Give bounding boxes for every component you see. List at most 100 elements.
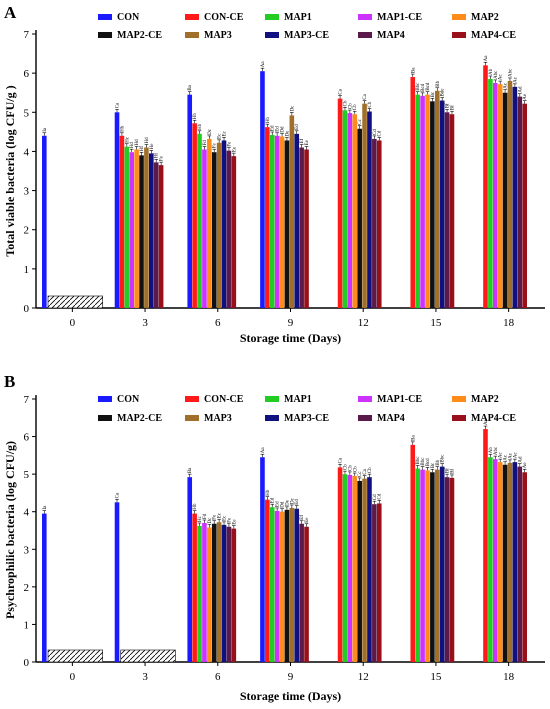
significance-letter: Hb (120, 125, 125, 132)
significance-letter: Dc (290, 105, 295, 112)
significance-letter: Bc (431, 462, 436, 468)
bar (139, 155, 144, 308)
significance-letter: Cb (368, 467, 373, 473)
bar (279, 511, 285, 662)
y-tick-label: 1 (24, 264, 30, 276)
y-tick-label: 0 (24, 657, 30, 669)
legend-label: MAP1 (284, 12, 312, 23)
y-tick-label: 4 (24, 146, 30, 158)
significance-letter: Bf (450, 469, 455, 474)
y-tick-label: 6 (24, 432, 30, 444)
bar (192, 513, 197, 662)
bar (439, 100, 445, 309)
bar (483, 429, 488, 662)
bar (502, 92, 508, 308)
significance-letter: Fd (203, 513, 208, 519)
bar (337, 467, 343, 662)
bar (202, 149, 207, 308)
bar (507, 80, 513, 308)
bar (357, 480, 362, 662)
significance-letter: Fe (227, 141, 232, 147)
y-tick-label: 2 (24, 582, 30, 594)
bar (410, 444, 416, 662)
bar (42, 513, 47, 662)
significance-letter: Ac (499, 73, 504, 80)
bar (512, 462, 518, 662)
legend-label: CON-CE (204, 394, 244, 405)
significance-letter: Hb (266, 117, 271, 124)
significance-letter: Ac (513, 76, 518, 83)
significance-letter: Fe (213, 514, 218, 520)
legend-label: MAP4 (377, 413, 405, 424)
significance-letter: Ba (188, 84, 193, 90)
bar (216, 522, 222, 662)
bar (502, 464, 508, 662)
significance-letter: Ed (295, 499, 300, 505)
bar (221, 524, 227, 662)
y-tick-label: 6 (24, 68, 30, 80)
x-tick-label: 6 (215, 671, 221, 683)
y-tick-label: 1 (24, 619, 30, 631)
significance-letter: Fe (213, 142, 218, 148)
significance-letter: Ec (218, 512, 223, 518)
significance-letter: Ed (276, 501, 281, 507)
significance-letter: Bb (436, 80, 441, 86)
legend-swatch (265, 14, 279, 20)
x-tick-label: 0 (70, 671, 76, 683)
significance-letter: Fe (227, 517, 232, 523)
bar (512, 86, 518, 308)
significance-letter: Ca (116, 492, 121, 498)
legend-swatch (452, 415, 466, 421)
y-tick-label: 7 (24, 394, 30, 406)
bar (352, 114, 358, 308)
bar (260, 71, 265, 308)
bar (231, 156, 237, 308)
bar (119, 135, 125, 308)
legend-label: MAP4-CE (471, 30, 516, 41)
y-tick-label: 3 (24, 544, 30, 556)
significance-letter: Hb (193, 503, 198, 510)
bar (207, 527, 212, 662)
bar (425, 94, 430, 309)
y-tick-label: 4 (24, 507, 30, 519)
legend-label: MAP1-CE (377, 394, 422, 405)
x-tick-label: 18 (503, 671, 515, 683)
significance-letter: Abc (508, 68, 513, 77)
bar (187, 94, 193, 309)
significance-letter: Cb (348, 465, 353, 471)
significance-letter: Bf (446, 103, 451, 108)
bar (289, 115, 295, 308)
significance-letter: Ee (232, 519, 237, 525)
bar (265, 127, 270, 308)
bar (376, 140, 382, 308)
bar (211, 152, 217, 308)
significance-letter: Bb (436, 459, 441, 465)
legend-label: MAP4-CE (471, 413, 516, 424)
y-axis-title: Psychrophilic bacteria (log CFU/g) (3, 441, 17, 619)
significance-letter: Bcd (421, 83, 426, 92)
bar (347, 113, 353, 308)
bar (269, 134, 275, 308)
significance-letter: Ab (489, 447, 494, 454)
significance-letter: Ae (523, 93, 528, 100)
bar (231, 528, 237, 662)
missing-data-hatch (47, 649, 104, 663)
x-tick-label: 6 (215, 317, 221, 329)
legend-swatch (358, 396, 372, 402)
bar (522, 472, 527, 662)
bar (415, 468, 420, 662)
bar (289, 507, 295, 662)
missing-data-hatch (120, 649, 176, 663)
legend-label: MAP3-CE (284, 413, 329, 424)
significance-letter: Bcd (426, 458, 431, 467)
bar (367, 477, 372, 662)
bar (207, 138, 212, 308)
bar (372, 504, 377, 662)
significance-letter: Ba (411, 67, 416, 73)
bar (449, 477, 455, 662)
x-tick-label: 12 (358, 671, 369, 683)
legend-label: CON (117, 394, 140, 405)
bar (197, 525, 202, 662)
significance-letter: Ia (43, 505, 48, 510)
